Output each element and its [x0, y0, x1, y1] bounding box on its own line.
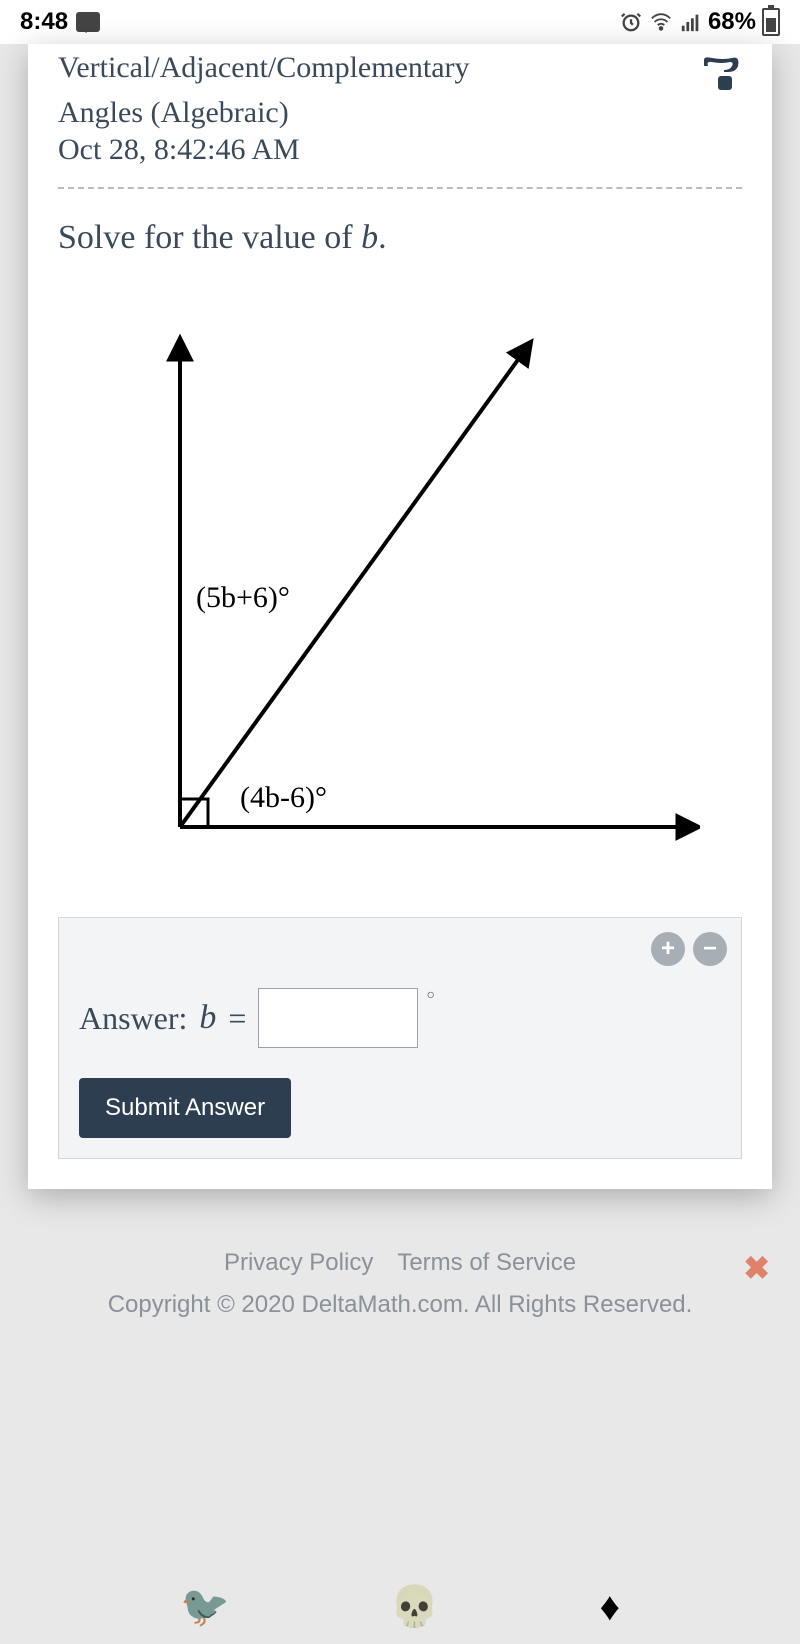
prompt-variable: b: [361, 219, 378, 256]
svg-text:(4b-6)°: (4b-6)°: [240, 781, 327, 814]
close-icon[interactable]: ✖: [743, 1249, 770, 1287]
answer-label: Answer:: [79, 1000, 187, 1037]
notification-icon: [76, 12, 100, 32]
battery-percent: 68%: [708, 8, 756, 36]
status-time: 8:48: [20, 8, 68, 36]
status-bar: 8:48 68%: [0, 0, 800, 44]
nav-icon-3[interactable]: ♦: [600, 1583, 620, 1630]
zoom-out-button[interactable]: −: [693, 932, 727, 966]
assignment-title-line1: Vertical/Adjacent/Complementary: [58, 44, 742, 89]
terms-link[interactable]: Terms of Service: [397, 1249, 576, 1277]
footer-links: Privacy Policy Terms of Service: [0, 1249, 800, 1277]
bottom-nav: 🐦 💀 ♦: [0, 1583, 800, 1630]
prompt-prefix: Solve for the value of: [58, 219, 361, 256]
svg-text:(5b+6)°: (5b+6)°: [196, 581, 290, 614]
assignment-timestamp: Oct 28, 8:42:46 AM: [58, 133, 742, 167]
prompt-suffix: .: [378, 219, 387, 256]
divider: [58, 187, 742, 189]
alarm-icon: [620, 11, 642, 33]
submit-answer-button[interactable]: Submit Answer: [79, 1078, 291, 1138]
answer-variable: b: [199, 999, 216, 1037]
privacy-link[interactable]: Privacy Policy: [224, 1249, 373, 1277]
zoom-controls: + −: [651, 932, 727, 966]
footer: ✖ Privacy Policy Terms of Service Copyri…: [0, 1249, 800, 1319]
help-icon[interactable]: [694, 56, 742, 104]
degree-symbol: ○: [426, 988, 434, 1004]
zoom-in-button[interactable]: +: [651, 932, 685, 966]
assignment-title-line2: Angles (Algebraic): [58, 89, 742, 134]
answer-input[interactable]: [258, 988, 418, 1048]
nav-icon-1[interactable]: 🐦: [180, 1583, 230, 1630]
angle-diagram: (5b+6)° (4b-6)°: [58, 317, 742, 877]
answer-equals: =: [228, 1000, 246, 1037]
question-card: Vertical/Adjacent/Complementary Angles (…: [28, 44, 772, 1189]
copyright-text: Copyright © 2020 DeltaMath.com. All Righ…: [0, 1291, 800, 1319]
answer-panel: + − Answer: b = ○ Submit Answer: [58, 917, 742, 1159]
nav-icon-2[interactable]: 💀: [390, 1583, 440, 1630]
question-prompt: Solve for the value of b.: [58, 219, 742, 257]
status-right: 68%: [620, 8, 780, 36]
signal-icon: [680, 11, 702, 33]
wifi-icon: [648, 11, 674, 33]
status-left: 8:48: [20, 8, 100, 36]
battery-icon: [762, 8, 780, 36]
answer-row: Answer: b = ○: [79, 988, 721, 1048]
